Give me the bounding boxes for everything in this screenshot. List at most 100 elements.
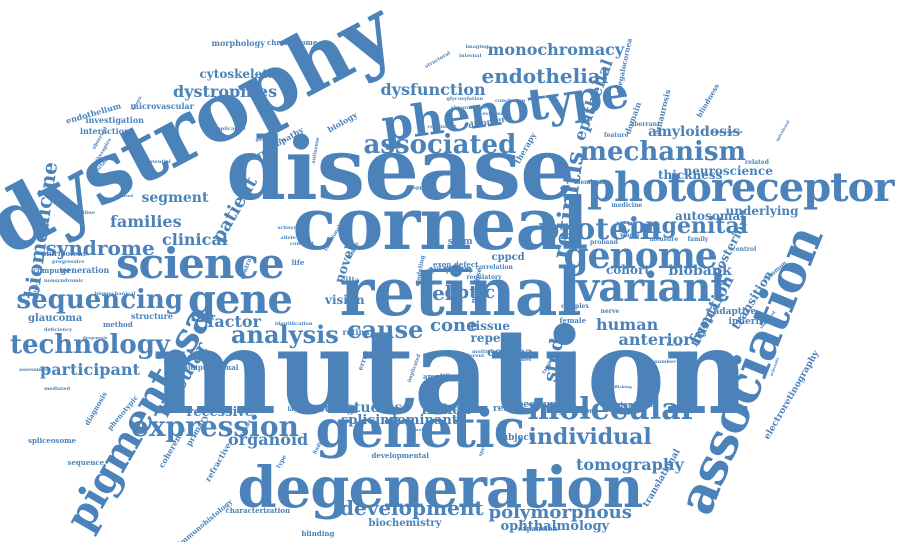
cloud-word: cohort (606, 263, 650, 277)
cloud-word: splicing (341, 412, 399, 428)
cloud-word: polymorphous (488, 502, 632, 523)
cloud-word: linked (421, 402, 471, 418)
cloud-word: trafficking (608, 384, 632, 389)
cloud-word: anterior (618, 330, 692, 349)
cloud-word: rare (448, 376, 463, 383)
cloud-word: evidence (482, 110, 508, 117)
cloud-word: available (435, 267, 465, 274)
cloud-word: mediated (44, 385, 71, 392)
cloud-word: biobank (668, 263, 732, 279)
cloud-word: sequence (67, 457, 105, 467)
cloud-word: complex (561, 303, 589, 310)
cloud-word: glycosylation (446, 95, 484, 102)
cloud-word: chromatopsia (427, 267, 473, 274)
cloud-word: degeneration (237, 455, 644, 521)
cloud-word: apicobasal (774, 119, 791, 143)
cloud-word: tomography (576, 455, 684, 474)
cloud-word: correlation (475, 264, 513, 271)
cloud-word: inherited (728, 316, 776, 327)
cloud-word: additional (433, 267, 468, 274)
cloud-word: conclusion (495, 97, 526, 104)
cloud-word: cppcd (491, 252, 525, 263)
cloud-word: application (214, 125, 246, 132)
cloud-word: structure (131, 311, 173, 321)
cloud-word: dominant (388, 412, 458, 428)
cloud-word: interaction (80, 126, 130, 136)
cloud-word: ophthalmology (500, 518, 610, 534)
cloud-word: participant (40, 360, 140, 379)
cloud-word: subject (496, 432, 534, 443)
cloud-word: studies (346, 400, 403, 416)
cloud-word: mapping (407, 184, 433, 191)
cloud-word: adaptive (713, 306, 757, 317)
cloud-word: multiple (472, 348, 496, 355)
cloud-word: chromosome (267, 37, 318, 47)
cloud-word: cytoskeletal (199, 67, 281, 81)
cloud-word: cause (347, 315, 424, 344)
cloud-word: prevalence (432, 267, 469, 274)
cloud-word: deficiency (44, 326, 73, 333)
cloud-word: cause (550, 336, 566, 343)
cloud-word: spliceosome (28, 435, 77, 445)
cloud-word: disease (226, 119, 575, 220)
cloud-word: analysis (231, 320, 339, 349)
cloud-word: involved (114, 193, 134, 198)
cloud-word: immunohistology (176, 496, 235, 542)
cloud-word: human (596, 315, 659, 334)
cloud-word: family (687, 236, 709, 243)
cloud-word: investigation (85, 115, 145, 125)
cloud-word: significant (616, 399, 658, 409)
cloud-word: gelatinous (255, 136, 285, 143)
cloud-word: genotype (558, 405, 594, 415)
cloud-word: highlight (616, 220, 638, 225)
cloud-word: measure (649, 236, 679, 243)
cloud-word: congenital (617, 213, 749, 239)
cloud-word: proband (590, 239, 618, 246)
cloud-word: developmental (371, 450, 429, 460)
cloud-word: nonsyndromic (44, 277, 84, 284)
cloud-word: gene (188, 276, 293, 323)
cloud-word: susceptibility (427, 267, 473, 274)
cloud-word: nerve (600, 308, 620, 315)
cloud-word: individual (528, 424, 652, 450)
cloud-word: schnyder (277, 224, 303, 231)
cloud-word: method (103, 319, 133, 329)
cloud-word: structural (424, 49, 452, 70)
cloud-word: dysgenesis (83, 335, 108, 340)
cloud-word: sequencing (16, 285, 184, 315)
cloud-word: organoid (228, 430, 309, 449)
cloud-word: dystrophies (173, 82, 278, 101)
cloud-word: endothelial (481, 64, 609, 88)
cloud-word: expansion (518, 523, 558, 533)
cloud-word: morphology (211, 38, 265, 48)
cloud-word: regulatory (466, 274, 502, 281)
cloud-word: exon (433, 259, 452, 269)
cloud-word: potential (145, 158, 171, 165)
cloud-word: imaging (465, 43, 489, 50)
cloud-word: transcription (713, 129, 743, 134)
cloud-word: protein (538, 212, 662, 247)
cloud-word: female (559, 315, 587, 325)
cloud-word: cell (420, 281, 461, 305)
cloud-word: result (493, 403, 523, 414)
cloud-word: amplification (423, 371, 475, 381)
cloud-word: different (460, 352, 485, 359)
cloud-word: assessment (19, 366, 52, 373)
cloud-word: thickness (658, 168, 723, 182)
cloud-word: confocal (290, 240, 314, 247)
cloud-word: variant (576, 264, 729, 311)
cloud-word: identification (275, 320, 313, 327)
cloud-word: crystalline (65, 209, 95, 216)
cloud-word: neuroscience (683, 164, 773, 178)
cloud-word: diagnosis (81, 389, 109, 427)
cloud-word: corneal (292, 181, 589, 266)
cloud-word: blinding (301, 528, 335, 538)
cloud-word: biochemical (429, 267, 471, 274)
cloud-word: microvascular (130, 101, 194, 111)
cloud-word: aberrant (630, 121, 660, 128)
cloud-word: locus (666, 341, 682, 348)
cloud-word: dysfunction (380, 80, 486, 99)
cloud-word: coding (309, 401, 355, 415)
cloud-word: feature (604, 132, 629, 139)
cloud-word: segment (141, 190, 209, 206)
